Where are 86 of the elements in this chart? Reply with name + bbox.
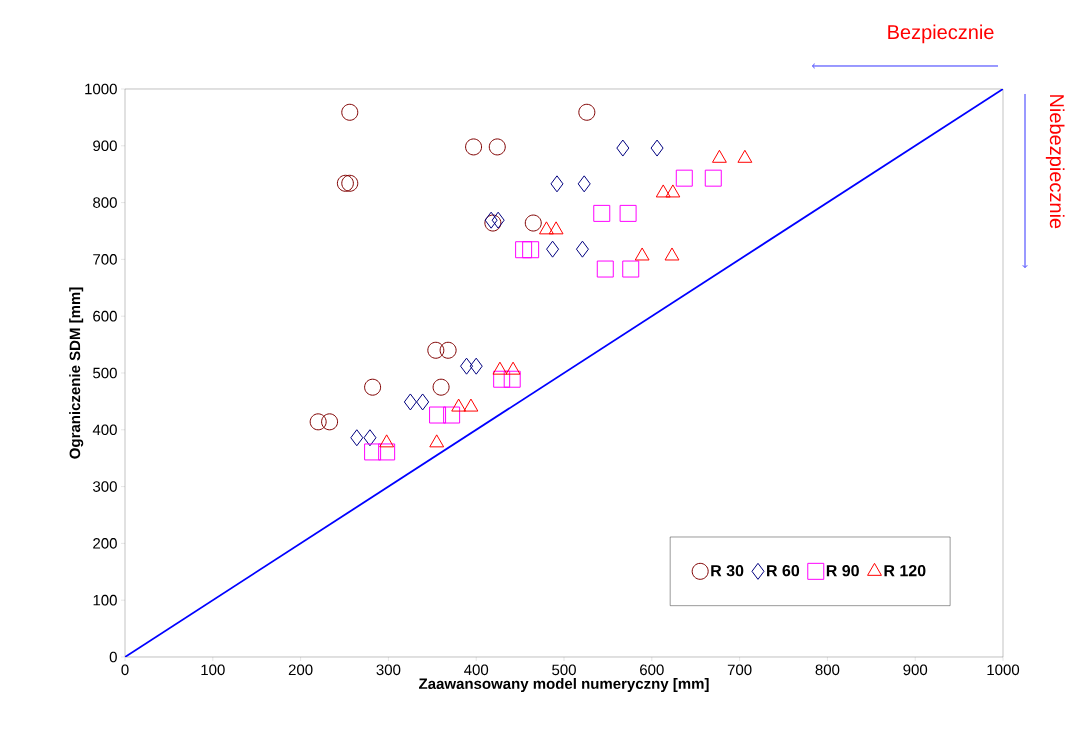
point	[465, 138, 483, 156]
y-tick-label: 500	[93, 367, 117, 379]
y-tick-label: 300	[93, 481, 117, 492]
point	[416, 393, 430, 411]
text: Bezpiecznie	[888, 24, 994, 44]
y-tick-label: 900	[93, 140, 117, 152]
point	[378, 443, 396, 461]
point	[619, 204, 637, 222]
point	[616, 139, 630, 157]
point	[309, 413, 327, 431]
y-tick-label: 800	[93, 197, 117, 208]
point	[675, 169, 693, 187]
point	[484, 214, 502, 232]
point	[429, 434, 445, 448]
point	[364, 378, 382, 396]
x-tick-label: 500	[552, 664, 576, 676]
point	[575, 240, 589, 258]
point	[593, 204, 611, 222]
point	[460, 357, 474, 375]
point	[463, 398, 479, 412]
x-tick-label: 100	[201, 664, 225, 676]
point	[548, 221, 564, 235]
legend-label: R 120	[884, 565, 926, 577]
x-tick-label: 200	[288, 664, 313, 676]
y-tick-label: 400	[92, 424, 117, 436]
y-tick-label: 200	[93, 538, 117, 549]
point	[515, 241, 533, 259]
point	[711, 149, 727, 163]
point	[321, 413, 339, 431]
y-tick-label: 0	[109, 651, 117, 663]
x-tick-label: 300	[376, 664, 401, 676]
point	[493, 370, 511, 388]
x-tick-label: 1000	[987, 664, 1020, 676]
point	[596, 260, 614, 278]
point	[427, 341, 445, 359]
point	[488, 138, 506, 156]
point	[364, 443, 382, 461]
point	[704, 169, 722, 187]
point	[650, 139, 664, 157]
legend-label: R 90	[826, 565, 859, 577]
point	[539, 221, 554, 235]
point	[550, 175, 564, 193]
y-tick-label: 1000	[85, 83, 117, 95]
point	[492, 361, 508, 375]
point	[379, 434, 395, 448]
point	[341, 103, 359, 121]
point	[665, 184, 681, 198]
x-tick-label: 400	[464, 664, 489, 676]
point	[503, 370, 521, 388]
point	[522, 241, 540, 259]
point	[484, 211, 498, 229]
point	[622, 260, 640, 278]
point	[634, 247, 650, 261]
point	[336, 174, 354, 192]
point	[737, 149, 753, 163]
point	[491, 211, 505, 229]
x-tick-label: 800	[815, 664, 840, 676]
point	[429, 406, 447, 424]
point	[578, 103, 596, 121]
point	[350, 429, 364, 447]
point	[655, 184, 671, 198]
point	[505, 361, 521, 375]
legend-label: R 30	[711, 565, 744, 577]
x-tick-label: 600	[640, 664, 664, 676]
point	[443, 406, 461, 424]
point	[432, 378, 450, 396]
point	[524, 214, 542, 232]
y-tick-label: 100	[93, 594, 117, 606]
x-tick-label: 700	[727, 664, 752, 676]
point	[546, 240, 560, 258]
point	[451, 398, 467, 412]
text: Niebezpiecznie	[1045, 95, 1065, 229]
point	[577, 175, 591, 193]
y-axis-title: Ograniczenie SDM [mm]	[69, 287, 84, 459]
legend-label: R 60	[767, 565, 800, 577]
point	[664, 247, 680, 261]
point	[403, 393, 417, 411]
y-tick-label: 700	[93, 254, 117, 265]
point	[363, 429, 377, 447]
y-tick-label: 600	[93, 310, 117, 322]
x-tick-label: 0	[121, 664, 129, 676]
x-tick-label: 900	[903, 664, 928, 676]
point	[469, 357, 483, 375]
point	[341, 174, 359, 192]
point	[439, 341, 457, 359]
x-axis-title: Zaawansowany model numeryczny [mm]	[418, 678, 709, 692]
